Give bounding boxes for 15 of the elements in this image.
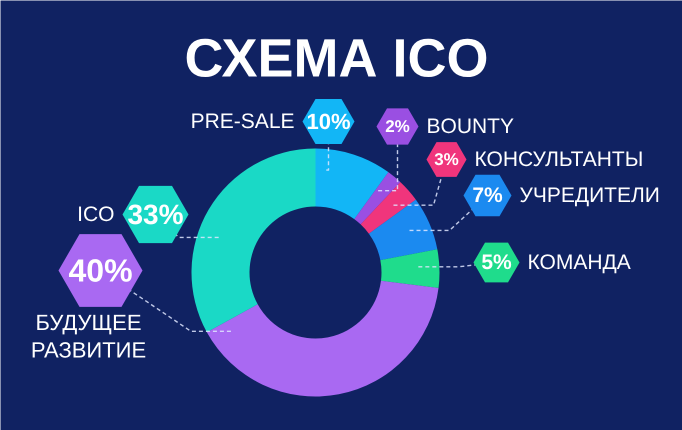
data-label: 40% — [68, 252, 133, 288]
slice-label: ICO — [77, 203, 115, 226]
legend-label: КОМАНДА — [528, 251, 631, 274]
data-label: 7% — [472, 184, 504, 207]
data-label: 2% — [385, 117, 410, 136]
legend-label: УЧРЕДИТЕЛИ — [520, 184, 660, 207]
chart-title: СХЕМА ICO — [184, 28, 488, 88]
data-label: 5% — [481, 251, 512, 274]
data-label: 10% — [306, 109, 351, 134]
data-label: 33% — [127, 199, 184, 230]
slice-label: БУДУЩЕЕ РАЗВИТИЕ — [30, 310, 146, 362]
legend-label: КОНСУЛЬТАНТЫ — [474, 148, 644, 171]
legend-label: BOUNTY — [426, 115, 514, 138]
slice-label: PRE-SALE — [190, 110, 295, 133]
data-label: 3% — [434, 150, 459, 169]
